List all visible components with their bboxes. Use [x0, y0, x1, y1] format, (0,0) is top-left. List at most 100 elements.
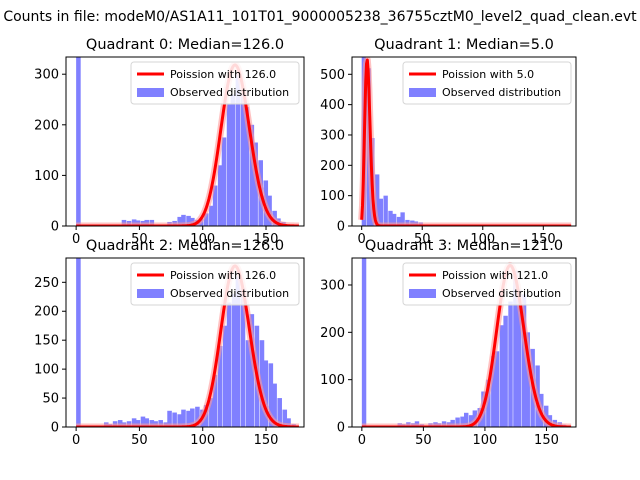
histogram-bar	[186, 215, 191, 226]
histogram-bar	[181, 409, 186, 427]
histogram-bar	[400, 212, 405, 226]
legend-hist-label: Observed distribution	[442, 86, 561, 99]
x-tick-label: 0	[72, 232, 80, 247]
histogram-bar	[76, 57, 81, 226]
axes-frame	[351, 257, 577, 428]
histogram-bar	[272, 383, 277, 427]
legend-box	[402, 61, 572, 105]
histogram-bar	[221, 137, 227, 226]
histogram-bar	[388, 210, 393, 226]
axes-frame	[65, 257, 305, 428]
histogram-bar	[249, 124, 255, 226]
histogram-bar	[144, 418, 150, 427]
histogram-bar	[217, 345, 223, 427]
histogram-bar	[503, 315, 508, 427]
y-tick-label: 0	[337, 421, 345, 436]
histogram-bar	[383, 195, 388, 226]
histogram-bar	[177, 216, 182, 226]
histogram-bar	[268, 363, 274, 427]
histogram-bar	[508, 301, 513, 427]
legend-hist-swatch	[137, 88, 164, 97]
histogram-bar	[240, 94, 246, 226]
y-tick-label: 200	[320, 326, 345, 341]
histogram-bar	[177, 414, 182, 427]
histogram-bar	[76, 258, 81, 427]
panel-title: Quadrant 1: Median=5.0	[374, 37, 554, 53]
histogram-bar	[212, 185, 218, 226]
y-tick-label: 200	[320, 159, 345, 174]
y-tick-label: 500	[320, 68, 345, 83]
y-tick-label: 200	[34, 305, 59, 320]
x-tick-label: 50	[414, 232, 431, 247]
histogram-bar	[186, 410, 191, 427]
legend-hist-label: Observed distribution	[170, 86, 289, 99]
x-tick-label: 0	[72, 433, 80, 448]
histogram-bar	[460, 416, 465, 427]
histogram-bar	[226, 104, 232, 226]
histogram-bar	[361, 258, 367, 427]
legend: Poission with 126.0 Observed distribution	[130, 262, 300, 306]
histogram-bar	[167, 410, 172, 427]
histogram-bar	[525, 332, 530, 427]
histogram-bar	[245, 340, 251, 427]
y-tick-label: 100	[320, 189, 345, 204]
legend: Poission with 126.0 Observed distribution	[130, 61, 300, 105]
y-tick-label: 300	[320, 278, 345, 293]
histogram-bar	[244, 107, 250, 226]
histogram-bar	[172, 412, 177, 427]
histogram-bar	[468, 415, 474, 427]
quadrant-1-panel: 0 50 100 150 0 100 200 300 400 500 Quadrant 1: Med…	[320, 37, 577, 247]
histogram-bar	[375, 174, 380, 226]
x-tick-label: 150	[254, 232, 279, 247]
legend-fit-label: Poission with 126.0	[170, 68, 276, 81]
histogram-bar	[378, 198, 383, 226]
panel-title: Quadrant 0: Median=126.0	[86, 37, 284, 53]
legend-hist-label: Observed distribution	[170, 287, 289, 300]
y-tick-label: 300	[320, 128, 345, 143]
y-tick-label: 100	[34, 169, 59, 184]
histogram-bar	[217, 165, 223, 226]
legend-hist-label: Observed distribution	[442, 287, 561, 300]
y-tick-label: 400	[320, 98, 345, 113]
histogram-bar	[226, 302, 232, 427]
histogram-bar	[190, 408, 195, 427]
legend-fit-label: Poission with 5.0	[442, 68, 534, 81]
legend-hist-swatch	[409, 289, 436, 298]
quadrant-3-panel: 0 50 100 150 0 100 200 300 Quadrant 3: Median=12…	[320, 238, 577, 448]
histogram-bar	[516, 289, 522, 427]
figure-suptitle-text: Counts in file: modeM0/AS1A11_101T01_900…	[3, 9, 637, 25]
x-tick-label: 50	[131, 433, 148, 448]
histogram-bar	[491, 355, 496, 427]
figure-suptitle: Counts in file: modeM0/AS1A11_101T01_900…	[0, 9, 640, 29]
histogram-bar	[235, 276, 241, 427]
histogram-bar	[181, 214, 186, 226]
x-tick-label: 50	[415, 433, 432, 448]
x-tick-label: 50	[131, 232, 148, 247]
y-tick-label: 300	[34, 68, 59, 83]
x-tick-label: 150	[534, 433, 559, 448]
y-tick-label: 0	[337, 220, 345, 235]
y-tick-label: 250	[34, 276, 59, 291]
histogram-bar	[222, 325, 228, 427]
histogram-bar	[235, 74, 241, 226]
x-tick-label: 100	[473, 433, 498, 448]
axes-frame	[65, 56, 305, 227]
histogram-bar	[195, 406, 200, 427]
x-tick-label: 0	[358, 433, 366, 448]
histogram-bar	[521, 294, 527, 427]
y-tick-label: 50	[42, 392, 59, 407]
histogram-bar	[231, 293, 237, 427]
quadrant-2-panel: 0 50 100 150 0 50 100 150 200 250 Quadrant 2: Medi…	[34, 238, 305, 448]
histogram-bar	[450, 419, 455, 427]
legend-box	[402, 262, 572, 306]
x-tick-label: 0	[358, 232, 366, 247]
histogram-bar	[131, 418, 137, 427]
histogram-bar	[513, 270, 518, 427]
legend: Poission with 5.0 Observed distribution	[402, 61, 572, 105]
y-tick-label: 0	[51, 220, 59, 235]
y-tick-label: 150	[34, 334, 59, 349]
histogram-bar	[286, 418, 291, 427]
histogram-bar	[140, 416, 146, 427]
legend-box	[130, 262, 300, 306]
legend-box	[130, 61, 300, 105]
